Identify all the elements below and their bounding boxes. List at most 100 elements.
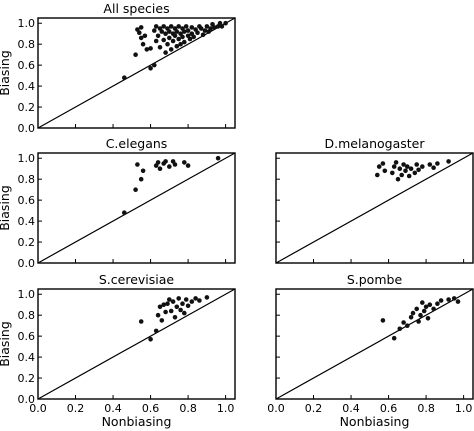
data-point xyxy=(133,52,138,57)
x-axis-label: Nonbiasing xyxy=(340,414,410,429)
data-point xyxy=(157,166,163,171)
data-point xyxy=(390,170,395,176)
data-point xyxy=(138,35,144,41)
x-tick-label: 0.0 xyxy=(29,402,47,415)
plot-frame xyxy=(275,152,474,264)
data-point xyxy=(168,308,174,314)
panel-title: All species xyxy=(103,1,169,16)
data-point xyxy=(399,172,405,178)
data-point xyxy=(405,164,410,169)
panel-title: S.cerevisiae xyxy=(99,272,175,287)
data-point xyxy=(219,24,225,29)
data-point xyxy=(172,315,178,320)
panel-2: D.melanogaster xyxy=(275,136,474,264)
data-point xyxy=(144,47,150,52)
data-point xyxy=(155,33,161,39)
data-point xyxy=(451,296,457,301)
data-point xyxy=(421,308,427,314)
data-point xyxy=(431,306,436,312)
x-tick-label: 0.2 xyxy=(67,402,85,415)
data-point xyxy=(183,24,189,29)
y-tick-label: 0.0 xyxy=(18,393,36,406)
data-point xyxy=(182,160,187,165)
plot-frame xyxy=(37,17,236,129)
data-point xyxy=(165,301,170,307)
data-point xyxy=(176,36,181,42)
data-point xyxy=(165,41,170,47)
x-tick-label: 1.0 xyxy=(455,402,473,415)
x-tick-label: 0.4 xyxy=(342,402,360,415)
x-tick-label: 1.0 xyxy=(217,402,235,415)
x-tick-label: 0.2 xyxy=(305,402,323,415)
data-point xyxy=(380,318,386,323)
data-point xyxy=(180,34,185,40)
x-tick-label: 0.8 xyxy=(179,402,197,415)
data-point xyxy=(163,309,168,315)
data-point xyxy=(182,310,187,316)
data-point xyxy=(185,28,191,33)
reference-line xyxy=(276,153,473,263)
data-point xyxy=(140,168,146,174)
panel-3: 0.00.0 0.2 0.2 0.4 0.4 0.6 0.6 0.8 0.8 1.0 1.0 S.ce… xyxy=(0,272,236,429)
data-point xyxy=(148,337,153,342)
data-point xyxy=(163,159,168,164)
data-point xyxy=(152,28,157,33)
data-point xyxy=(182,29,187,34)
data-point xyxy=(137,30,142,35)
data-point xyxy=(202,28,208,33)
data-point xyxy=(416,167,421,173)
data-point xyxy=(446,297,451,302)
data-point xyxy=(159,318,165,323)
data-point xyxy=(182,39,187,45)
data-point xyxy=(208,26,213,31)
data-point xyxy=(167,164,172,169)
data-point xyxy=(431,165,436,170)
data-point xyxy=(391,335,397,341)
data-point xyxy=(161,24,166,29)
data-point xyxy=(174,304,180,310)
x-axis-label: Nonbiasing xyxy=(102,414,172,429)
data-point xyxy=(172,162,178,167)
data-point xyxy=(176,24,181,29)
y-tick-label: 0.2 xyxy=(18,372,36,385)
data-point xyxy=(135,162,140,167)
data-point xyxy=(168,47,174,52)
data-point xyxy=(185,303,191,309)
panel-title: C.elegans xyxy=(106,136,168,151)
y-tick-label: 1.0 xyxy=(18,152,36,165)
panel-0: 0.0 0.2 0.4 0.6 0.8 1.0 All species Biasing xyxy=(0,1,236,135)
plot-frame xyxy=(37,288,236,400)
reference-line xyxy=(276,289,473,399)
data-point xyxy=(157,304,163,310)
data-point xyxy=(172,33,178,39)
data-point xyxy=(204,24,210,29)
data-point xyxy=(140,41,146,47)
data-point xyxy=(412,170,418,176)
data-point xyxy=(178,41,183,47)
data-point xyxy=(403,168,408,174)
x-tick-label: 0.0 xyxy=(267,402,285,415)
data-point xyxy=(427,302,433,308)
data-point xyxy=(187,36,193,42)
y-tick-label: 0.2 xyxy=(18,101,36,114)
data-point xyxy=(197,298,202,303)
y-tick-label: 0.8 xyxy=(18,309,36,322)
y-tick-label: 0.8 xyxy=(18,38,36,51)
y-tick-label: 0.4 xyxy=(18,80,36,93)
data-point xyxy=(410,310,416,316)
y-tick-label: 1.0 xyxy=(18,288,36,301)
panel-4: 0.0 0.2 0.4 0.6 0.8 1.0 S.pombe Nonbiasing xyxy=(267,272,474,429)
data-point xyxy=(163,31,168,36)
y-tick-label: 0.4 xyxy=(18,215,36,228)
data-point xyxy=(178,307,183,313)
data-point xyxy=(189,299,195,304)
y-tick-label: 1.0 xyxy=(18,17,36,30)
panel-title: S.pombe xyxy=(347,272,403,287)
data-point xyxy=(142,33,148,39)
y-tick-label: 0.2 xyxy=(18,236,36,249)
data-point xyxy=(427,162,433,167)
data-point xyxy=(174,44,180,49)
y-tick-label: 0.0 xyxy=(18,122,36,135)
data-point xyxy=(167,35,172,41)
